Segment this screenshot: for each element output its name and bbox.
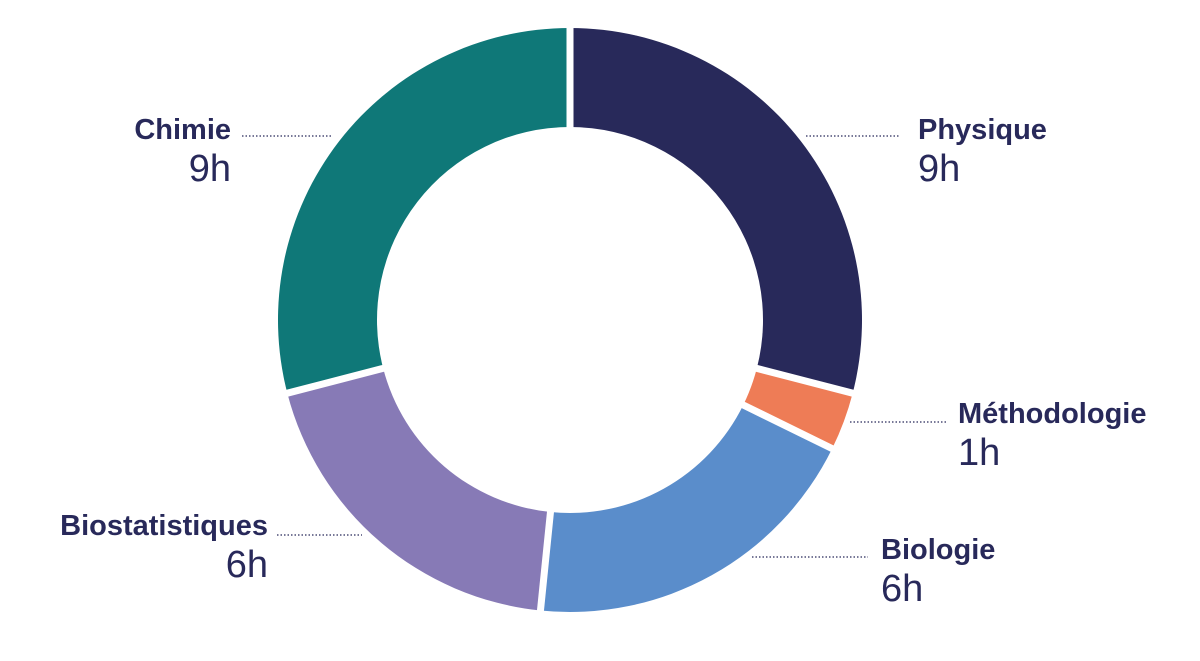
- slice-biologie: [540, 404, 833, 612]
- slice-value-biologie: 6h: [881, 568, 923, 610]
- slice-label-chimie: Chimie: [134, 114, 231, 146]
- leader-lines: [242, 135, 946, 558]
- slice-label-biostatistiques: Biostatistiques: [60, 510, 268, 542]
- slice-separator: [536, 507, 555, 615]
- slice-label-physique: Physique: [918, 114, 1047, 146]
- slice-label-methodologie: Méthodologie: [958, 398, 1146, 430]
- slice-value-biostatistiques: 6h: [226, 544, 268, 586]
- slice-value-chimie: 9h: [189, 148, 231, 190]
- slice-separator: [752, 363, 858, 398]
- donut-slices: [278, 24, 862, 615]
- slice-chimie: [278, 28, 570, 394]
- slice-value-physique: 9h: [918, 148, 960, 190]
- slice-label-biologie: Biologie: [881, 534, 995, 566]
- slice-value-methodologie: 1h: [958, 432, 1000, 474]
- slice-labels: Physique9hMéthodologie1hBiologie6hBiosta…: [60, 114, 1146, 610]
- slice-separator: [282, 363, 388, 398]
- slice-biostatistiques: [287, 368, 551, 611]
- slice-physique: [570, 28, 862, 394]
- slice-separator: [738, 400, 838, 454]
